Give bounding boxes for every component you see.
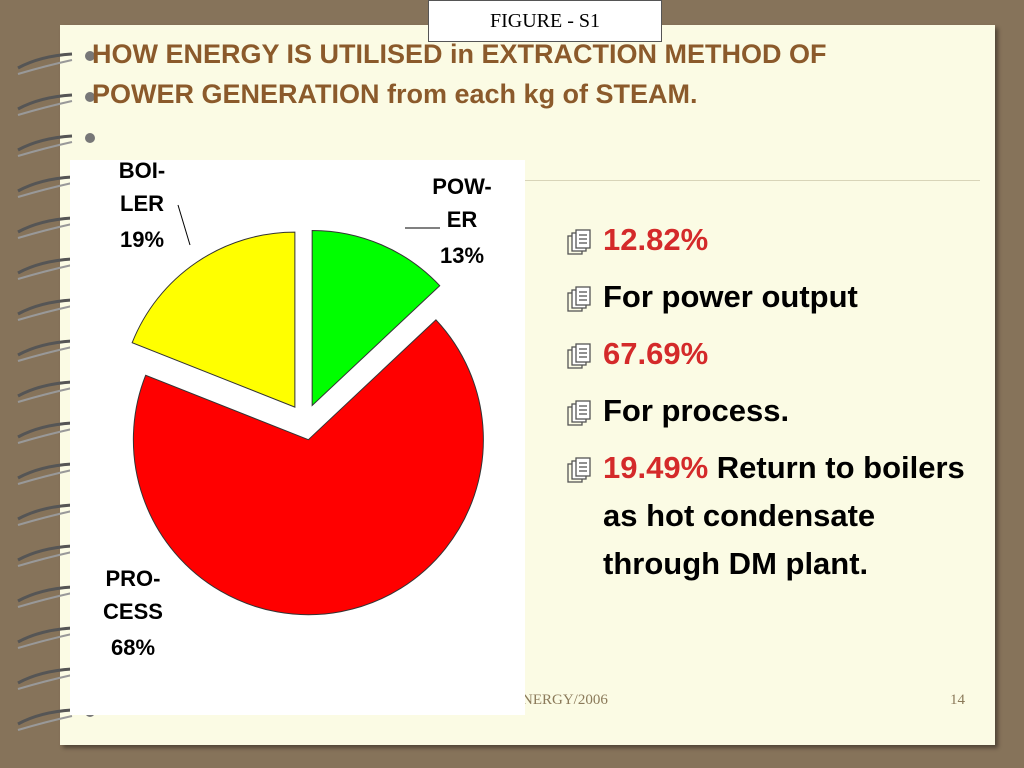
ring <box>17 633 73 649</box>
ring <box>17 387 73 403</box>
ring <box>17 93 73 111</box>
figure-label: FIGURE - S1 <box>428 0 662 42</box>
ring <box>17 667 73 685</box>
ring <box>17 551 73 567</box>
slice-label: ER <box>447 207 478 232</box>
ring <box>17 503 73 521</box>
bullet-icon <box>567 343 591 369</box>
slice-label: BOI- <box>119 158 165 183</box>
bullet: 12.82% <box>565 216 965 264</box>
bullet-text: 19.49% <box>603 450 709 485</box>
ring <box>17 544 73 562</box>
ring-hole <box>85 92 95 102</box>
bullet-text: 67.69% <box>603 336 709 371</box>
ring <box>17 428 73 444</box>
ring <box>17 462 73 480</box>
ring <box>17 715 73 731</box>
bullet: For process. <box>565 387 965 435</box>
ring <box>17 339 73 357</box>
bullet-text: For power output <box>603 279 858 314</box>
divider <box>525 180 980 181</box>
ring <box>17 175 73 193</box>
ring <box>17 264 73 280</box>
ring <box>17 134 73 152</box>
leader-line <box>177 204 191 246</box>
slice-value-label: 68% <box>111 635 155 660</box>
slice-label: LER <box>120 191 164 216</box>
ring <box>17 305 73 321</box>
ring <box>17 52 73 70</box>
bullet-text: 12.82% <box>603 222 709 257</box>
ring-hole <box>85 133 95 143</box>
slice-value-label: 13% <box>440 243 484 268</box>
ring <box>17 421 73 439</box>
bullet-list: 12.82% For power output 67.69% For process.… <box>565 216 965 597</box>
ring <box>17 708 73 726</box>
ring <box>17 469 73 485</box>
bullet-icon <box>567 286 591 312</box>
bullet-text: For process. <box>603 393 790 428</box>
page-number: 14 <box>950 692 965 708</box>
ring <box>17 346 73 362</box>
ring <box>17 585 73 603</box>
slice-value-label: 19% <box>120 227 164 252</box>
pie-slice <box>311 229 441 407</box>
ring <box>17 510 73 526</box>
ring <box>17 298 73 316</box>
ring <box>17 380 73 398</box>
bullet: 67.69% <box>565 330 965 378</box>
pie-slice <box>132 319 484 616</box>
ring <box>17 59 73 75</box>
slice-label: CESS <box>103 599 163 624</box>
ring <box>17 223 73 239</box>
ring <box>17 674 73 690</box>
ring <box>17 626 73 644</box>
title: HOW ENERGY IS UTILISED in EXTRACTION MET… <box>92 39 827 109</box>
bullet: 19.49% Return to boilers as hot condensa… <box>565 444 965 588</box>
bullet-icon <box>567 457 591 483</box>
ring <box>17 216 73 234</box>
ring <box>17 182 73 198</box>
pie-slice <box>131 231 296 408</box>
slice-label: PRO- <box>106 566 161 591</box>
ring <box>17 141 73 157</box>
ring <box>17 257 73 275</box>
ring <box>17 592 73 608</box>
bullet-text: Return to boilers as hot condensate thro… <box>603 450 965 581</box>
bullet-icon <box>567 229 591 255</box>
slice-label: POW- <box>432 174 491 199</box>
ring <box>17 100 73 116</box>
bullet: For power output <box>565 273 965 321</box>
ring-hole <box>85 51 95 61</box>
footer: NERGY/2006 <box>522 692 608 708</box>
bullet-icon <box>567 400 591 426</box>
